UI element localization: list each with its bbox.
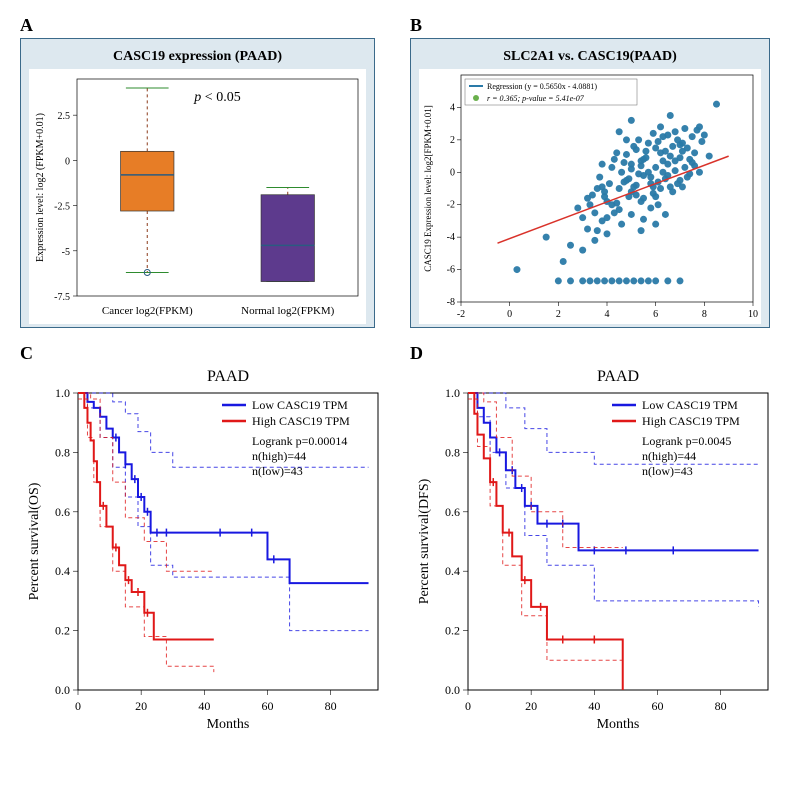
svg-text:0.8: 0.8	[55, 445, 70, 459]
figure-grid: A CASC19 expression (PAAD) -7.5-5-2.502.…	[20, 20, 774, 743]
svg-text:Cancer log2(FPKM): Cancer log2(FPKM)	[102, 305, 193, 317]
panel-b-plot: -2 0 2 4 6 8 10 -8 -6 -4 -2 0 2 4 CASC19 Expression le…	[419, 69, 761, 324]
svg-text:4: 4	[450, 102, 455, 113]
survival-os-svg: PAAD 0 20 40 60 80 0.0 0.2 0.4 0.6 0.8 1.0 Months Per…	[20, 363, 390, 738]
svg-text:20: 20	[525, 699, 537, 713]
svg-text:2: 2	[556, 309, 561, 320]
svg-text:Logrank p=0.00014: Logrank p=0.00014	[252, 434, 347, 448]
svg-text:PAAD: PAAD	[207, 368, 249, 385]
svg-text:Percent survival(OS): Percent survival(OS)	[27, 482, 42, 600]
svg-text:r = 0.365; p-value = 5.41e-07: r = 0.365; p-value = 5.41e-07	[487, 94, 585, 103]
panel-c-label: C	[20, 343, 33, 364]
svg-text:80: 80	[325, 699, 337, 713]
svg-text:0.4: 0.4	[445, 564, 460, 578]
svg-text:2: 2	[450, 135, 455, 146]
svg-text:High CASC19 TPM: High CASC19 TPM	[252, 414, 350, 428]
svg-text:2.5: 2.5	[58, 111, 71, 122]
svg-text:n(low)=43: n(low)=43	[252, 464, 303, 478]
svg-text:CASC19 Expression level: log2[: CASC19 Expression level: log2[FPKM+0.01]	[423, 105, 433, 272]
svg-text:4: 4	[605, 309, 610, 320]
svg-text:0.2: 0.2	[445, 624, 460, 638]
panel-c: C PAAD0204060800.00.20.40.60.81.0MonthsP…	[20, 348, 390, 743]
panel-a-title: CASC19 expression (PAAD)	[29, 47, 366, 69]
svg-text:10: 10	[748, 309, 758, 320]
svg-text:1.0: 1.0	[445, 386, 460, 400]
svg-text:High CASC19 TPM: High CASC19 TPM	[642, 414, 740, 428]
svg-text:-8: -8	[447, 297, 455, 308]
svg-text:0.2: 0.2	[55, 624, 70, 638]
scatter-svg: -2 0 2 4 6 8 10 -8 -6 -4 -2 0 2 4 CASC19 Expression le…	[419, 69, 763, 324]
svg-text:n(low)=43: n(low)=43	[642, 464, 693, 478]
svg-text:0: 0	[465, 699, 471, 713]
svg-text:0: 0	[507, 309, 512, 320]
svg-text:-5: -5	[62, 247, 70, 258]
svg-text:-2: -2	[457, 309, 465, 320]
panel-a: A CASC19 expression (PAAD) -7.5-5-2.502.…	[20, 20, 390, 328]
svg-text:40: 40	[198, 699, 210, 713]
svg-text:Regression (y = 0.5650x - 4.08: Regression (y = 0.5650x - 4.0881)	[487, 82, 597, 91]
panel-a-label: A	[20, 15, 33, 36]
svg-text:8: 8	[702, 309, 707, 320]
svg-text:-6: -6	[447, 265, 455, 276]
panel-d-label: D	[410, 343, 423, 364]
svg-text:Low CASC19 TPM: Low CASC19 TPM	[252, 398, 348, 412]
svg-text:0.6: 0.6	[55, 505, 70, 519]
panel-d: D PAAD0204060800.00.20.40.60.81.0MonthsP…	[410, 348, 780, 743]
svg-text:0.0: 0.0	[55, 683, 70, 697]
svg-text:-2: -2	[447, 200, 455, 211]
svg-text:n(high)=44: n(high)=44	[642, 449, 696, 463]
svg-text:0: 0	[75, 699, 81, 713]
svg-text:0.4: 0.4	[55, 564, 70, 578]
svg-text:0.8: 0.8	[445, 445, 460, 459]
svg-text:6: 6	[653, 309, 658, 320]
svg-text:n(high)=44: n(high)=44	[252, 449, 306, 463]
svg-text:40: 40	[588, 699, 600, 713]
svg-text:20: 20	[135, 699, 147, 713]
svg-text:Expression level: log2 (FPKM+0: Expression level: log2 (FPKM+0.01)	[35, 113, 46, 262]
svg-text:0.6: 0.6	[445, 505, 460, 519]
panel-b: B SLC2A1 vs. CASC19(PAAD) -20246810-8-6-…	[410, 20, 780, 328]
panel-b-frame: SLC2A1 vs. CASC19(PAAD) -20246810-8-6-4-…	[410, 38, 770, 328]
svg-text:Normal log2(FPKM): Normal log2(FPKM)	[241, 305, 335, 317]
svg-text:60: 60	[651, 699, 663, 713]
svg-text:0.0: 0.0	[445, 683, 460, 697]
svg-text:0: 0	[450, 167, 455, 178]
survival-dfs-svg: PAAD 0 20 40 60 80 0.0 0.2 0.4 0.6 0.8 1.0 Months Per…	[410, 363, 780, 738]
svg-text:-7.5: -7.5	[54, 292, 70, 303]
svg-text:80: 80	[715, 699, 727, 713]
svg-text:0: 0	[65, 156, 70, 167]
svg-text:Percent survival(DFS): Percent survival(DFS)	[417, 478, 432, 604]
svg-text:Low CASC19 TPM: Low CASC19 TPM	[642, 398, 738, 412]
panel-a-plot: -7.5 -5 -2.5 0 2.5 Expression level: log2 (FP…	[29, 69, 366, 324]
svg-text:-2.5: -2.5	[54, 202, 70, 213]
svg-text:Logrank p=0.0045: Logrank p=0.0045	[642, 434, 731, 448]
svg-text:60: 60	[261, 699, 273, 713]
svg-text:PAAD: PAAD	[597, 368, 639, 385]
panel-b-label: B	[410, 15, 422, 36]
svg-text:-4: -4	[447, 232, 455, 243]
svg-text:1.0: 1.0	[55, 386, 70, 400]
svg-text:p < 0.05: p < 0.05	[193, 90, 240, 105]
panel-b-title: SLC2A1 vs. CASC19(PAAD)	[419, 47, 761, 69]
svg-text:Months: Months	[207, 717, 250, 732]
svg-text:Months: Months	[597, 717, 640, 732]
boxplot-svg: -7.5 -5 -2.5 0 2.5 Expression level: log2 (FP…	[29, 69, 368, 324]
panel-a-frame: CASC19 expression (PAAD) -7.5 -5 -2.5 0 2.5 E…	[20, 38, 375, 328]
